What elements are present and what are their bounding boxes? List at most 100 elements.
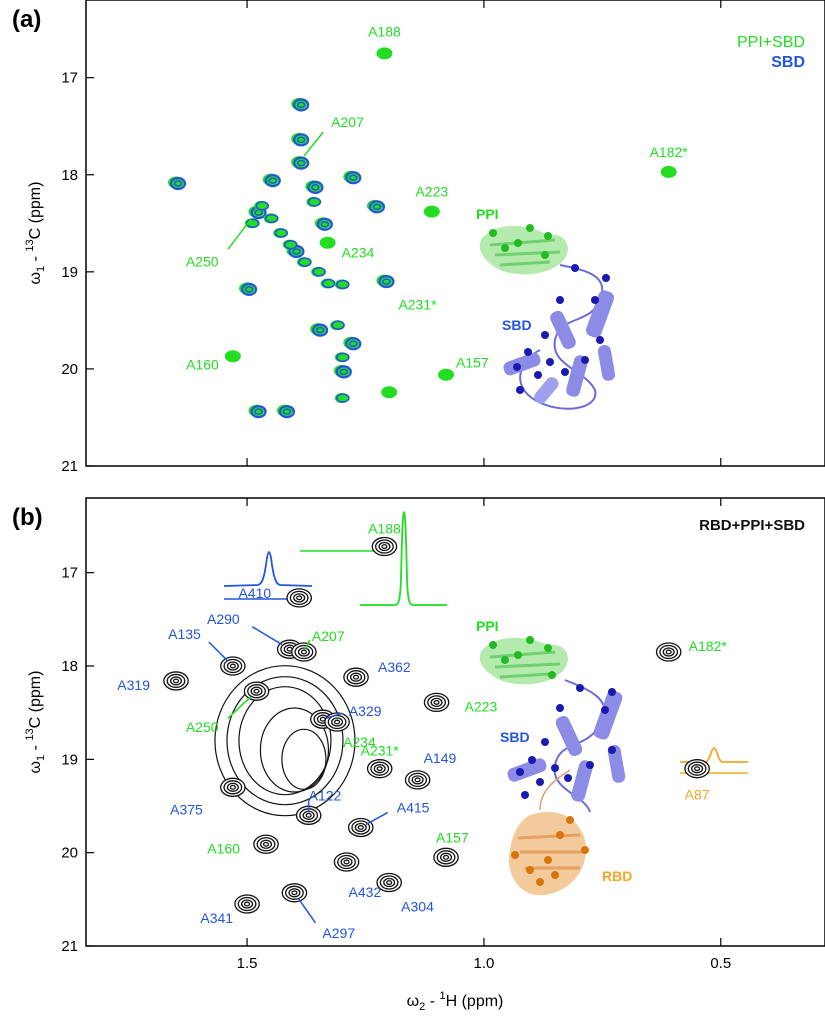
label-leader	[208, 641, 229, 662]
peak-a223	[423, 692, 450, 713]
peak-contour-ppi-sbd	[438, 368, 455, 381]
peak-label: A231*	[398, 297, 437, 313]
y-label-tail-a: C (ppm)	[27, 182, 44, 240]
peak-contour	[349, 672, 363, 682]
peak-contour	[352, 674, 360, 680]
peak-contour-sbd-inner	[254, 408, 263, 415]
y-label-main-a: ω	[27, 272, 44, 285]
plot-frame-b	[85, 497, 825, 947]
peak-contour-sbd	[264, 213, 279, 224]
label-leader	[303, 131, 324, 157]
peak-contour-sbd	[255, 201, 270, 211]
peak-contour	[237, 896, 257, 912]
peak-contour-sbd	[293, 156, 310, 170]
plot-frame-a	[85, 0, 825, 467]
peak	[314, 217, 333, 231]
protein-structure-b	[479, 636, 626, 896]
peak-label: A234	[342, 245, 375, 261]
peak-contour-sbd	[316, 217, 333, 231]
panel-label-b: (b)	[12, 504, 43, 531]
peak-label: A290	[207, 611, 240, 627]
peak-a234	[319, 236, 336, 249]
peak-contour-ppi-sbd	[381, 386, 398, 399]
peak-a160	[224, 350, 241, 363]
peak-contour-sbd	[250, 405, 267, 419]
peak-a157	[433, 847, 459, 867]
peak-contour	[285, 885, 304, 900]
overlap-contour	[259, 707, 330, 793]
y-axis-label-b: ω1 - 13C (ppm)	[24, 671, 47, 774]
peak-contour	[229, 663, 236, 669]
peak-labels-b: A188 A410 A182* A290 A207 A135 A319 A362 A250 A22…	[117, 521, 727, 941]
peak-a362	[343, 667, 369, 687]
peak-contour	[442, 854, 450, 860]
peak-contour-sbd	[274, 228, 289, 238]
y-label-mid-b: -	[27, 741, 44, 755]
peak-contour	[293, 593, 306, 603]
peak-a160	[253, 834, 279, 854]
peak	[291, 97, 310, 112]
y-label-sub-a: 1	[35, 266, 47, 272]
peak-label: A415	[397, 799, 430, 815]
peak-label: A157	[456, 355, 489, 371]
peak-contour-sbd	[345, 171, 362, 185]
peak-contour-sbd	[336, 352, 350, 363]
peak-contour-sbd	[169, 176, 187, 191]
peak-contour	[296, 595, 303, 601]
x-tick-label: 0.5	[710, 955, 731, 972]
peak-contour	[294, 644, 314, 660]
peak-contour	[291, 890, 298, 896]
x-ticks-a	[246, 0, 722, 466]
x-axis-label: ω2 - 1H (ppm)	[407, 990, 504, 1013]
peak-a207	[291, 642, 317, 662]
peak-a122	[295, 805, 322, 825]
peak-contour-sbd-inner	[311, 184, 320, 191]
peak-label: A297	[322, 925, 355, 941]
peak-label: A223	[465, 698, 498, 714]
peak	[168, 176, 187, 191]
peak-a297	[281, 883, 308, 903]
y-tick-label: 18	[61, 167, 78, 184]
peak-contour-sbd	[283, 239, 298, 250]
peak-contour	[662, 647, 675, 657]
peak-contour	[436, 850, 456, 865]
peak-contour	[411, 775, 424, 785]
peak-contour	[229, 784, 236, 790]
peak	[333, 364, 352, 379]
peak-contour	[247, 684, 266, 699]
overlap-contour	[281, 728, 327, 790]
peak-contour-sbd	[368, 200, 386, 214]
peak-label: A410	[238, 585, 271, 601]
label-leader	[227, 696, 252, 719]
peak-contour	[253, 688, 260, 694]
peak-contour	[383, 877, 396, 888]
label-leader	[326, 712, 343, 719]
structure-label-ppi-a: PPI	[476, 206, 499, 222]
y-tick-label: 21	[61, 458, 78, 475]
peak-contour	[691, 764, 704, 774]
y-tick-label: 20	[61, 361, 78, 378]
peak-label: A160	[186, 356, 219, 372]
peak-label: A182*	[689, 638, 728, 654]
peak	[343, 170, 362, 185]
peak-contour-sbd-inner	[372, 203, 382, 211]
y-ticks-a: 17 18 19 20 21	[61, 70, 94, 475]
peak-a149	[404, 770, 431, 790]
peak-contour-sbd-inner	[339, 368, 349, 376]
peak-label: A135	[168, 626, 201, 642]
peak-contour	[223, 658, 243, 674]
peak-contour	[373, 764, 386, 774]
x-label-mid: -	[425, 993, 439, 1010]
peak-label: A250	[186, 254, 219, 270]
peak-contour-sbd	[307, 180, 324, 194]
label-leader	[251, 626, 283, 646]
peak	[305, 180, 324, 194]
peak-contour-sbd-inner	[382, 278, 391, 285]
peak-label: A188	[368, 521, 401, 537]
peaks-a	[168, 47, 677, 419]
peak-contour	[166, 673, 186, 689]
peak-label: A223	[415, 184, 448, 200]
structure-label-sbd-a: SBD	[502, 317, 532, 333]
peak-contour	[169, 676, 183, 686]
